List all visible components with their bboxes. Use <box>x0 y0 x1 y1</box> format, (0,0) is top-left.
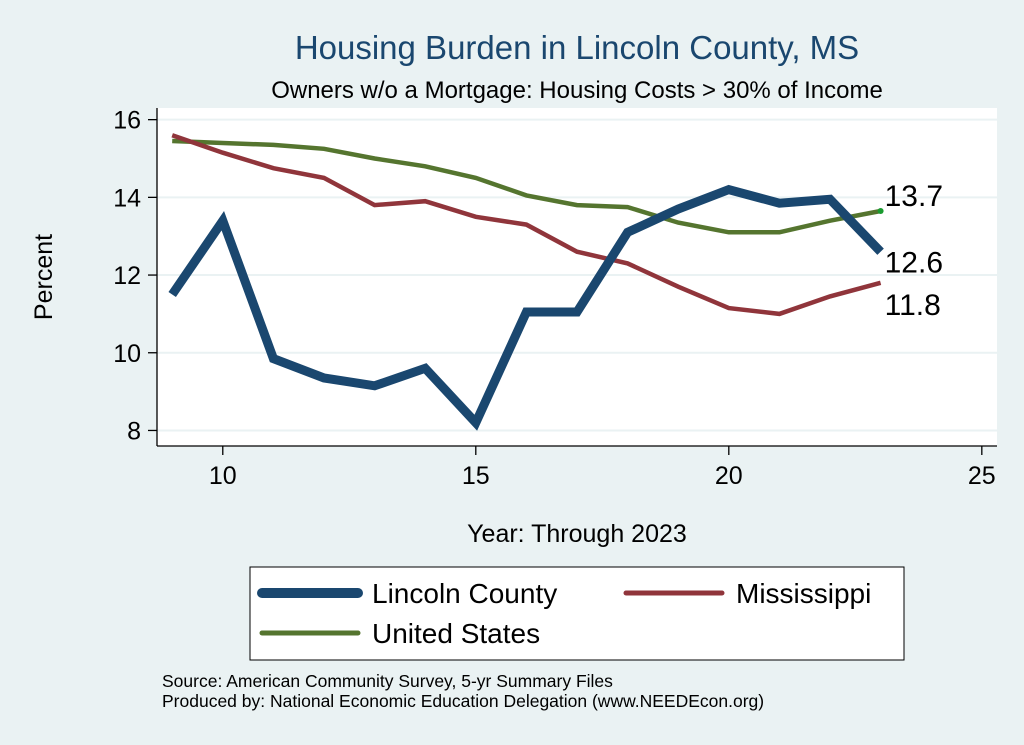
series-line-mississippi <box>171 133 882 317</box>
tick-label-y: 12 <box>113 262 141 290</box>
legend-label-lincoln-county: Lincoln County <box>372 578 557 609</box>
end-label-united-states: 13.7 <box>885 180 943 213</box>
tick-label-y: 16 <box>113 107 141 135</box>
legend-label-mississippi: Mississippi <box>736 578 871 609</box>
tick-label-y: 10 <box>113 340 141 368</box>
end-labels: 13.7 12.6 11.8 <box>885 180 943 322</box>
legend-box <box>249 566 905 661</box>
y-axis-label: Percent <box>30 234 58 320</box>
tick-label-x: 15 <box>462 462 490 490</box>
end-label-lincoln-county: 12.6 <box>885 247 943 280</box>
axes: 8 10 12 14 16 10 15 20 25 <box>113 107 997 490</box>
gridlines <box>157 118 997 432</box>
chart-title: Housing Burden in Lincoln County, MS <box>295 29 859 66</box>
legend: Lincoln County Mississippi United States <box>249 566 905 661</box>
series-line-lincoln-county <box>168 184 884 431</box>
x-axis-label: Year: Through 2023 <box>467 520 687 548</box>
series-line-united-states <box>172 138 882 235</box>
tick-label-x: 10 <box>209 462 237 490</box>
produced-note: Produced by: National Economic Education… <box>162 691 765 711</box>
end-marker-united-states <box>877 207 884 214</box>
tick-label-y: 8 <box>127 417 141 445</box>
source-note: Source: American Community Survey, 5-yr … <box>162 671 613 691</box>
tick-label-x: 20 <box>715 462 743 490</box>
legend-label-united-states: United States <box>372 618 540 649</box>
end-label-mississippi: 11.8 <box>885 289 941 322</box>
plot-area <box>157 108 997 446</box>
tick-label-y: 14 <box>113 184 141 212</box>
series-lines <box>168 133 884 431</box>
chart-subtitle: Owners w/o a Mortgage: Housing Costs > 3… <box>271 77 883 104</box>
tick-label-x: 25 <box>968 462 996 490</box>
